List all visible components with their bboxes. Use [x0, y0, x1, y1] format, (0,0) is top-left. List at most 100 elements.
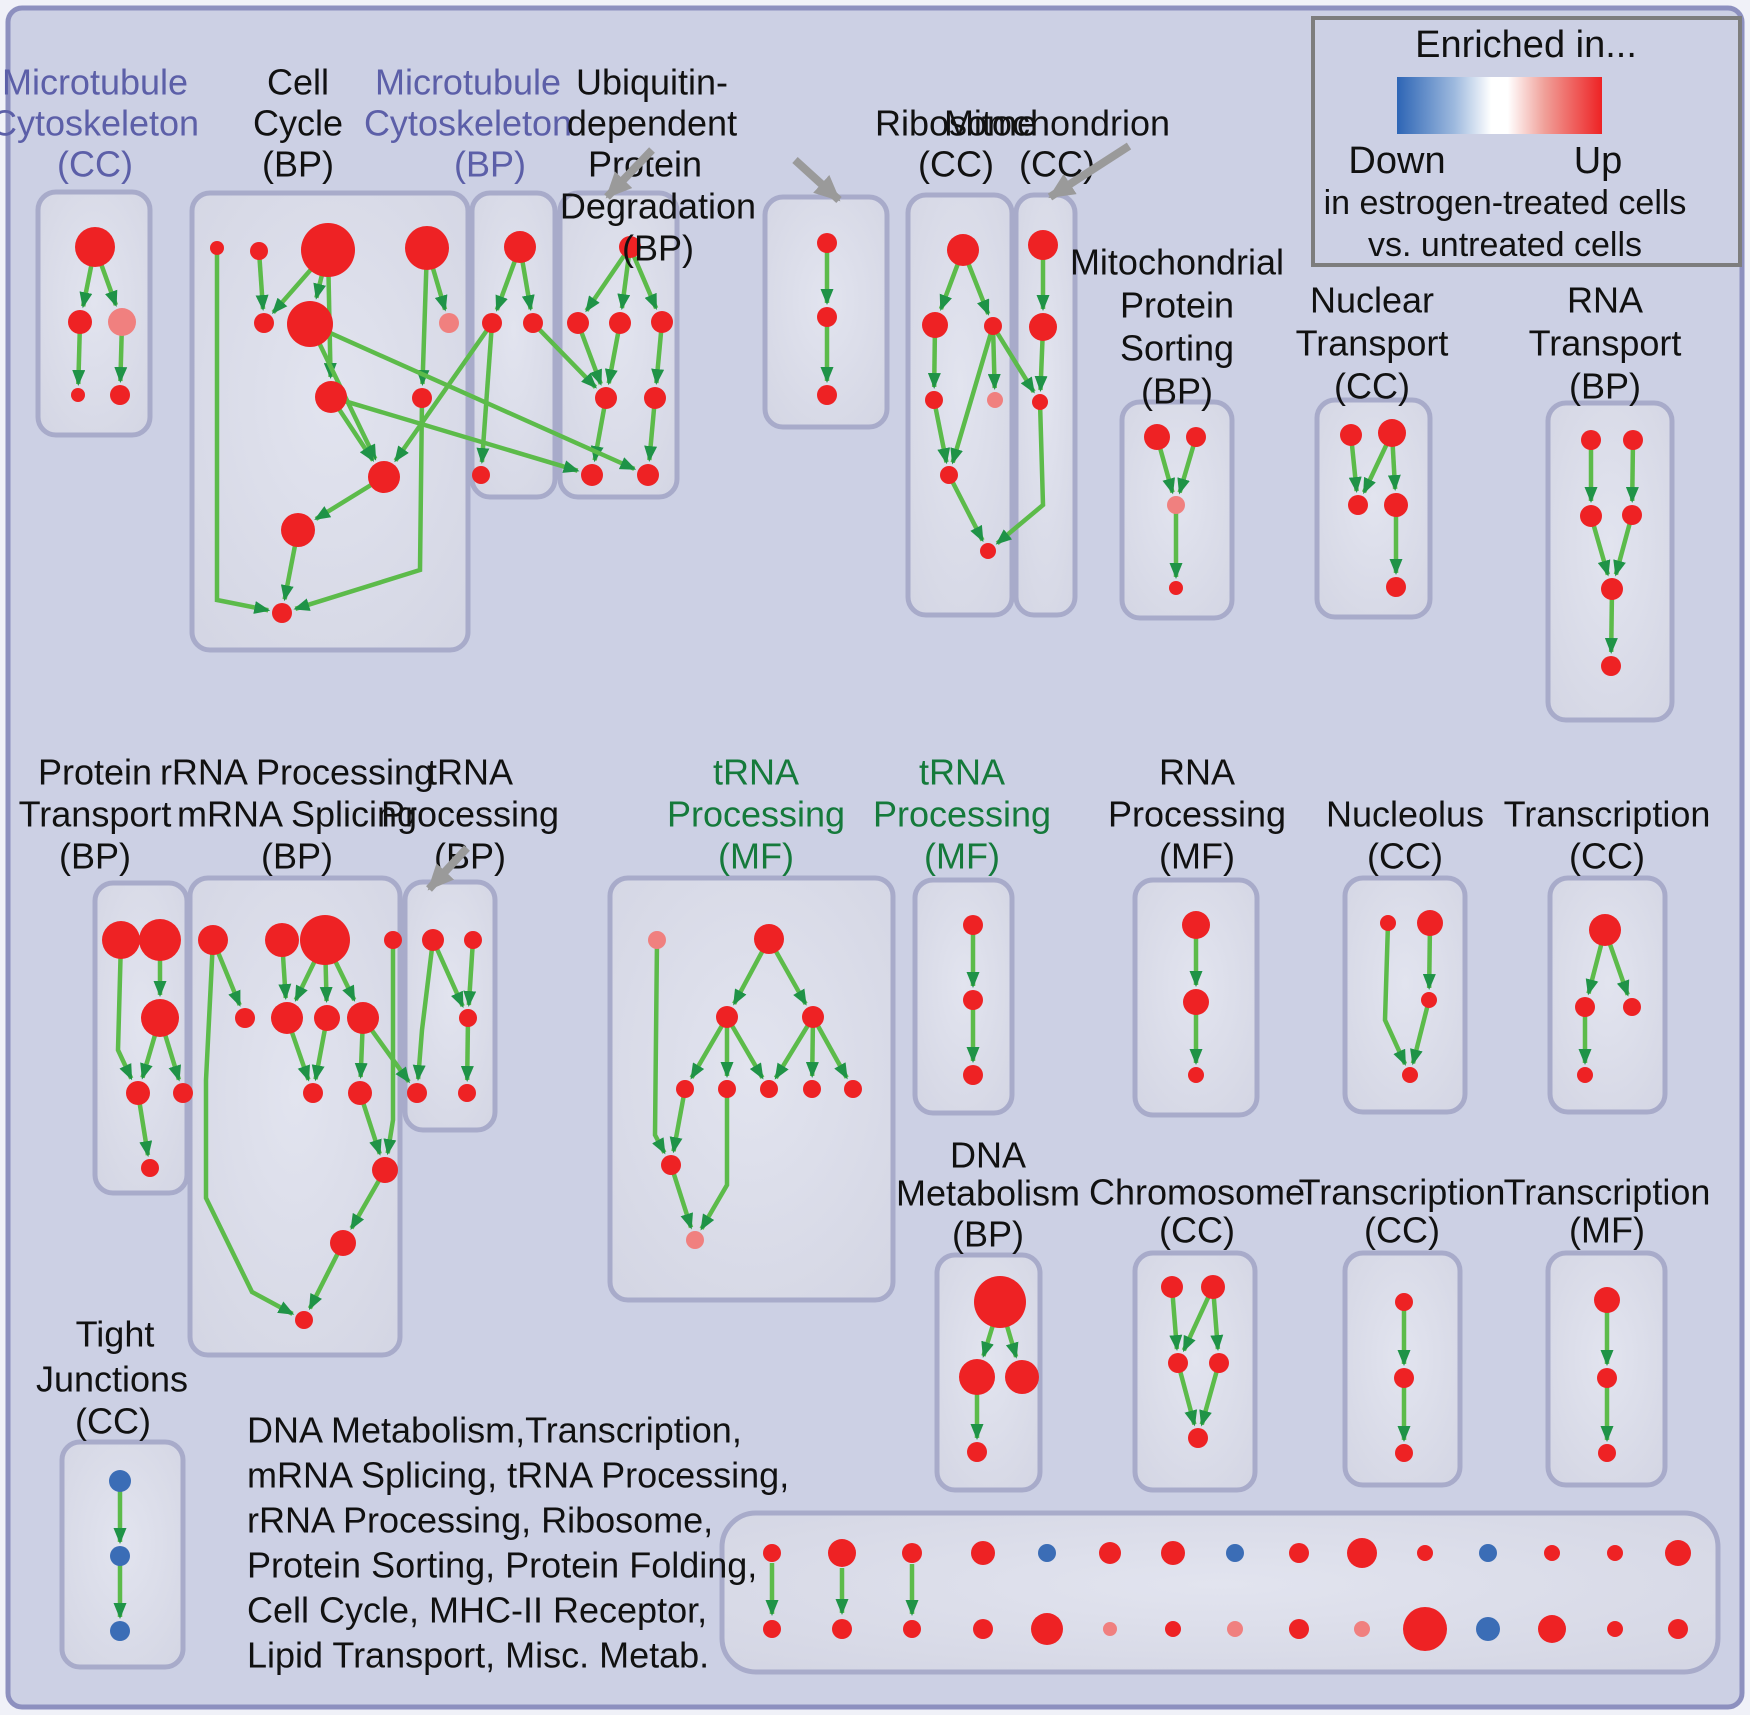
- node-up-red: [925, 391, 943, 409]
- node-up-red: [347, 1002, 379, 1034]
- node-up-red: [984, 317, 1002, 335]
- node-up-red: [303, 1083, 323, 1103]
- node-up-red: [315, 381, 347, 413]
- node-up-red: [250, 242, 268, 260]
- group-label-tight-junctions-cc: Tight: [76, 1314, 155, 1355]
- node-up-red: [1575, 997, 1595, 1017]
- group-label-transcription-cc-upper: Transcription: [1504, 794, 1711, 835]
- node-up-red: [963, 1065, 983, 1085]
- node-down-blue: [1479, 1544, 1497, 1562]
- relation-arrow: [950, 481, 985, 543]
- group-label-transcription-mf: Transcription: [1504, 1172, 1711, 1213]
- node-up-red: [963, 915, 983, 935]
- relation-arrow: [815, 1024, 849, 1080]
- group-label-rna-transport-bp: (BP): [1569, 366, 1641, 407]
- group-label-rrna-processing-mrna-splicing-bp: rRNA Processing: [160, 752, 434, 793]
- group-label-ubiquitin-degradation-bp: dependent: [567, 103, 737, 144]
- group-label-mitochondrial-protein-sorting-bp: Protein: [1120, 285, 1234, 326]
- node-up-red: [1201, 1275, 1225, 1299]
- node-up-red: [523, 313, 543, 333]
- group-label-nucleolus-cc: Nucleolus: [1326, 794, 1484, 835]
- node-up-red: [1421, 992, 1437, 1008]
- node-up-red: [301, 223, 355, 277]
- node-up-light: [686, 1231, 704, 1249]
- group-label-transcription-mf: (MF): [1569, 1210, 1645, 1251]
- relation-arrow: [271, 268, 313, 314]
- group-label-trna-processing-bp: tRNA: [427, 752, 513, 793]
- node-up-red: [595, 387, 617, 409]
- relation-arrow: [463, 947, 477, 1008]
- relation-arrow: [1361, 443, 1389, 495]
- group-label-protein-transport-bp: (BP): [59, 836, 131, 877]
- relation-arrow: [1169, 1296, 1183, 1352]
- group-label-nuclear-transport-cc: Nuclear: [1310, 280, 1434, 321]
- group-label-trna-processing-mf-large: tRNA: [713, 752, 799, 793]
- group-label-trna-processing-bp: Processing: [381, 794, 559, 835]
- node-up-red: [967, 1442, 987, 1462]
- group-box-trna-processing-mf-small: [912, 877, 1015, 1116]
- node-up-red: [1161, 1541, 1185, 1565]
- node-up-light: [1227, 1621, 1243, 1637]
- group-label-chromosome-cc: Chromosome: [1089, 1172, 1305, 1213]
- group-label-mitochondrion-cc: Mitochondrion: [944, 103, 1170, 144]
- relation-arrow: [412, 949, 435, 1082]
- relation-arrow: [289, 1031, 311, 1082]
- relation-arrow: [311, 1029, 328, 1082]
- group-label-ubiquitin-degradation-bp: Degradation: [560, 186, 756, 227]
- group-label-ribosome-cc: (CC): [918, 144, 994, 185]
- relation-arrow: [72, 332, 86, 387]
- group-label-transcription-cc-upper: (CC): [1569, 836, 1645, 877]
- node-up-red: [271, 1002, 303, 1034]
- node-up-red: [295, 1311, 313, 1329]
- relation-arrow: [99, 264, 119, 307]
- group-label-mitochondrial-protein-sorting-bp: Sorting: [1120, 328, 1234, 369]
- node-up-red: [817, 385, 837, 405]
- node-up-red: [504, 231, 536, 263]
- node-up-red: [330, 1230, 356, 1256]
- group-label-rna-processing-mf: RNA: [1159, 752, 1235, 793]
- node-up-red: [637, 464, 659, 486]
- group-label-mitochondrial-protein-sorting-bp: (BP): [1141, 371, 1213, 412]
- relation-arrow: [349, 1179, 381, 1230]
- node-up-red: [963, 990, 983, 1010]
- node-up-red: [281, 513, 315, 547]
- node-layer: [68, 223, 1691, 1651]
- misc-cluster-caption-line: rRNA Processing, Ribosome,: [247, 1500, 713, 1541]
- relation-arrow: [995, 331, 1036, 394]
- relation-arrow: [520, 261, 535, 312]
- node-up-red: [102, 921, 140, 959]
- node-up-red: [126, 1081, 150, 1105]
- relation-arrow: [1625, 448, 1639, 504]
- node-up-red: [254, 313, 274, 333]
- group-box-miscellaneous-cluster: [719, 1510, 1721, 1675]
- node-up-red: [139, 919, 181, 961]
- node-up-red: [141, 999, 179, 1037]
- relation-arrow: [114, 334, 128, 384]
- relation-arrow: [203, 953, 295, 1316]
- relation-arrow: [1004, 1325, 1019, 1359]
- node-up-red: [1623, 430, 1643, 450]
- group-label-chromosome-cc: (CC): [1159, 1210, 1235, 1251]
- group-label-trna-processing-mf-large: Processing: [667, 794, 845, 835]
- relation-arrow: [1034, 339, 1048, 393]
- node-up-red: [348, 1081, 372, 1105]
- node-up-red: [458, 1084, 476, 1102]
- node-up-red: [1347, 1538, 1377, 1568]
- node-up-red: [1594, 1287, 1620, 1313]
- group-label-ubiquitin-degradation-bp: (BP): [622, 228, 694, 269]
- relation-arrow: [1410, 1006, 1430, 1066]
- group-label-microtubule-cytoskeleton-bp: Cytoskeleton: [364, 103, 572, 144]
- relation-arrow: [430, 267, 448, 312]
- group-label-trna-processing-mf-small: (MF): [924, 836, 1000, 877]
- node-up-red: [1169, 581, 1183, 595]
- legend-title: Enriched in...: [1415, 24, 1637, 66]
- node-up-red: [235, 1008, 255, 1028]
- group-label-cell-cycle-bp: (BP): [262, 144, 334, 185]
- node-up-light: [648, 931, 666, 949]
- node-up-red: [1394, 1368, 1414, 1388]
- node-up-red: [1099, 1542, 1121, 1564]
- node-up-red: [973, 1619, 993, 1639]
- misc-cluster-caption-line: Protein Sorting, Protein Folding,: [247, 1545, 757, 1586]
- node-up-red: [803, 1080, 821, 1098]
